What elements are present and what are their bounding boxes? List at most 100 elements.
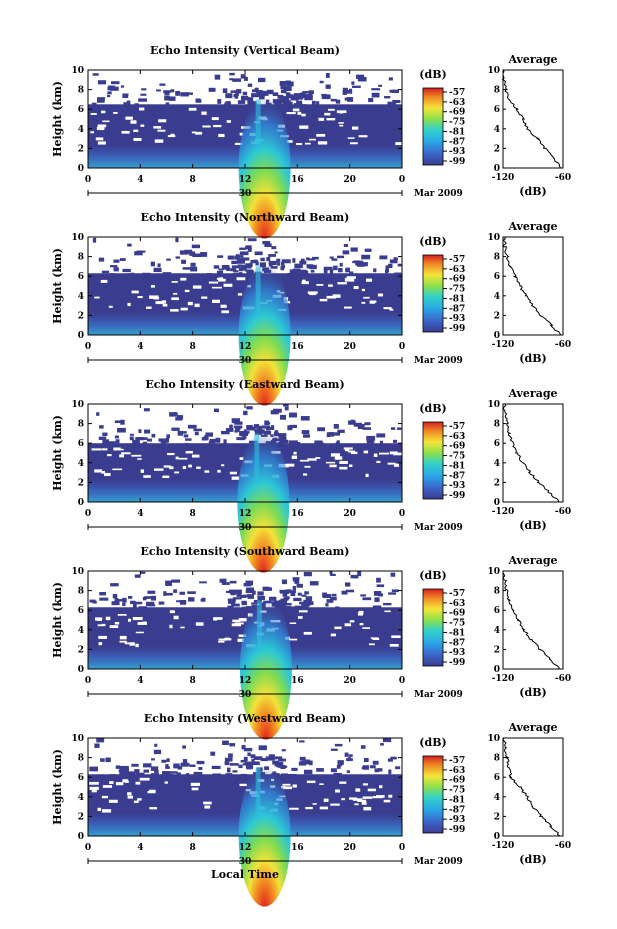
echo-speckle <box>387 263 393 268</box>
y-axis-label: Height (km) <box>51 415 64 491</box>
echo-speckle <box>170 89 175 93</box>
y-tick-label: 8 <box>78 420 84 430</box>
echo-speckle <box>228 753 233 758</box>
echo-speckle <box>379 255 388 260</box>
average-x-tick-label: -120 <box>492 841 515 851</box>
echo-speckle <box>234 421 243 425</box>
echo-gap <box>146 306 152 309</box>
echo-speckle <box>241 606 247 612</box>
echo-gap <box>94 296 100 299</box>
echo-gap <box>119 640 127 643</box>
echo-speckle <box>239 247 247 250</box>
echo-gap <box>289 622 297 625</box>
echo-speckle <box>326 599 334 603</box>
average-y-tick-label: 2 <box>494 478 500 488</box>
echo-speckle <box>165 592 173 596</box>
echo-speckle <box>194 431 199 436</box>
echo-gap <box>180 307 188 311</box>
y-axis-label: Height (km) <box>51 582 64 658</box>
echo-speckle <box>176 600 185 603</box>
y-tick-label: 2 <box>78 645 84 655</box>
echo-speckle <box>94 743 100 748</box>
average-title: Average <box>507 220 557 233</box>
colorbar <box>422 87 444 166</box>
echo-speckle <box>280 89 286 94</box>
echo-gap <box>95 137 104 141</box>
echo-speckle <box>289 424 297 429</box>
echo-gap <box>213 617 218 621</box>
echo-speckle <box>130 600 136 605</box>
echo-gap <box>297 111 302 115</box>
echo-speckle <box>280 98 289 103</box>
echo-speckle <box>390 427 396 430</box>
echo-speckle <box>387 758 393 762</box>
echo-speckle <box>111 601 120 606</box>
echo-speckle <box>143 769 149 773</box>
echo-speckle <box>360 594 366 597</box>
echo-speckle <box>321 94 331 100</box>
echo-speckle <box>397 263 402 267</box>
echo-speckle <box>109 86 119 91</box>
colorbar-tick-label: -81 <box>449 294 465 304</box>
echo-speckle <box>266 257 271 262</box>
echo-speckle <box>175 237 179 243</box>
echo-gap <box>330 453 341 457</box>
echo-gap <box>362 783 368 786</box>
echo-speckle <box>257 591 264 596</box>
x-tick-label: 8 <box>190 843 196 853</box>
echo-speckle <box>122 602 126 607</box>
echo-gap <box>335 789 340 793</box>
echo-speckle <box>348 754 353 757</box>
echo-speckle <box>146 438 152 442</box>
echo-speckle <box>199 581 207 584</box>
echo-speckle <box>222 88 228 94</box>
average-y-tick-label: 8 <box>494 420 500 430</box>
colorbar-tick-label: -99 <box>449 491 465 501</box>
echo-speckle <box>346 770 350 774</box>
average-x-tick-label: -120 <box>492 674 515 684</box>
echo-speckle <box>366 439 375 444</box>
echo-gap <box>383 799 391 803</box>
echo-gap <box>369 301 375 304</box>
y-tick-label: 0 <box>78 665 84 675</box>
x-tick-label: 0 <box>85 676 91 686</box>
echo-gap <box>119 635 127 640</box>
echo-gap <box>324 112 331 116</box>
echo-gap <box>170 133 175 136</box>
echo-speckle <box>356 74 365 79</box>
echo-gap <box>102 809 112 813</box>
echo-speckle <box>127 771 136 775</box>
echo-speckle <box>140 571 146 574</box>
echo-speckle <box>144 596 153 599</box>
echo-speckle <box>229 763 239 766</box>
echo-gap <box>211 299 220 303</box>
echo-speckle <box>238 272 243 277</box>
echo-speckle <box>242 436 247 439</box>
colorbar <box>422 588 444 667</box>
echo-gap <box>292 108 300 112</box>
echo-speckle <box>138 606 148 609</box>
echo-speckle <box>132 439 140 445</box>
echo-speckle <box>285 80 291 86</box>
echo-speckle <box>107 91 112 95</box>
y-tick-label: 0 <box>78 832 84 842</box>
echo-speckle <box>158 438 167 442</box>
echo-speckle <box>239 251 249 256</box>
x-tick-label: 12 <box>239 843 252 853</box>
echo-gap <box>363 806 372 811</box>
echo-speckle <box>308 90 314 94</box>
y-tick-label: 6 <box>78 773 84 783</box>
y-tick-label: 2 <box>78 812 84 822</box>
echo-speckle <box>165 764 169 769</box>
echo-speckle <box>236 592 241 597</box>
echo-speckle <box>351 85 361 88</box>
echo-speckle <box>205 432 214 437</box>
echo-speckle <box>232 260 239 264</box>
echo-speckle <box>248 100 254 105</box>
echo-speckle <box>300 416 310 421</box>
echo-gap <box>121 130 130 134</box>
echo-speckle <box>229 424 233 430</box>
echo-speckle <box>292 586 296 591</box>
echo-speckle <box>166 434 170 439</box>
echo-gap <box>202 125 211 128</box>
